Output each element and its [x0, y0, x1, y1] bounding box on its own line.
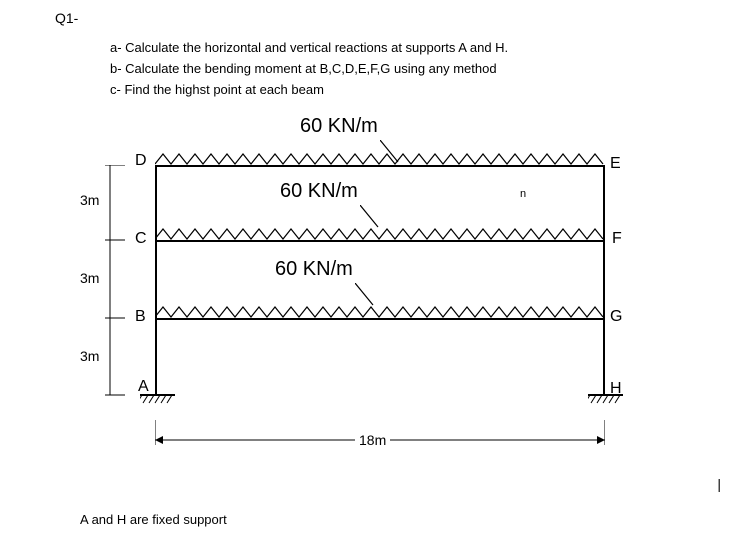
structural-diagram: 60 KN/m D E 60 KN/m n C F 60 KN/m B G A … [100, 120, 720, 510]
dist-load-3 [155, 305, 605, 319]
column-right [603, 165, 605, 395]
question-number: Q1- [55, 10, 731, 26]
load-label-2: 60 KN/m [280, 180, 358, 203]
load-label-1: 60 KN/m [300, 115, 378, 138]
tick-mark: n [520, 188, 526, 200]
point-b: B [135, 308, 146, 326]
point-e: E [610, 155, 621, 173]
question-part-b: b- Calculate the bending moment at B,C,D… [110, 59, 731, 80]
dist-load-1 [155, 152, 605, 166]
question-part-a: a- Calculate the horizontal and vertical… [110, 38, 731, 59]
point-c: C [135, 230, 147, 248]
question-part-c: c- Find the highst point at each beam [110, 80, 731, 101]
point-g: G [610, 308, 622, 326]
column-left [155, 165, 157, 395]
hdim-label: 18m [355, 432, 390, 448]
support-a [140, 393, 175, 408]
support-h [588, 393, 623, 408]
beam-cf [155, 240, 605, 242]
vdim-3: 3m [80, 348, 99, 364]
cursor-mark: | [717, 476, 721, 492]
vdim-lines [95, 165, 125, 400]
vdim-1: 3m [80, 192, 99, 208]
point-d: D [135, 152, 147, 170]
footer-note: A and H are fixed support [80, 512, 227, 527]
question-list: a- Calculate the horizontal and vertical… [110, 38, 731, 100]
beam-bg [155, 318, 605, 320]
vdim-2: 3m [80, 270, 99, 286]
beam-de [155, 165, 605, 167]
load-label-3: 60 KN/m [275, 258, 353, 281]
dist-load-2 [155, 227, 605, 241]
point-f: F [612, 230, 622, 248]
